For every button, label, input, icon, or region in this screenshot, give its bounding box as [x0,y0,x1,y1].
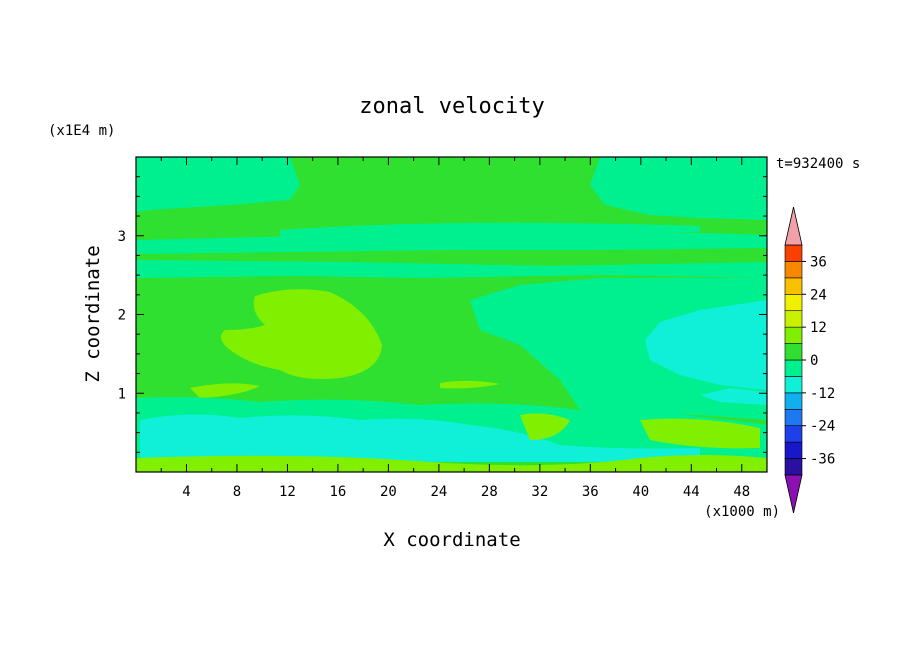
x-tick-label: 20 [380,484,397,500]
colorbar-segment [784,310,803,328]
near-surface-yellowgreen [136,455,767,472]
colorbar-label: 12 [810,320,827,336]
near-surface-cyan-core [140,414,700,462]
colorbar-segment [784,343,803,361]
colorbar-label: 24 [810,287,827,303]
colorbar-label: -24 [810,419,835,435]
x-tick-label: 12 [279,484,296,500]
colorbar-label: 0 [810,353,818,369]
colorbar-segment [784,359,803,377]
colorbar-label: 36 [810,254,827,270]
colorbar-segment [784,261,803,279]
colorbar-segment [784,458,803,476]
surface-yellowgreen-patch-2 [640,418,760,449]
x-tick-label: 36 [582,484,599,500]
lower-mid-band [136,260,767,278]
colorbar-label: -36 [810,452,835,468]
y-tick-label: 3 [118,229,126,245]
colorbar-segment [784,244,803,262]
colorbar-under-arrow [784,474,803,514]
colorbar-segment [784,425,803,443]
right-cyan-core [645,300,767,390]
colorbar-segment [784,392,803,410]
x-tick-label: 48 [733,484,750,500]
colorbar-segment [784,376,803,394]
x-tick-label: 44 [683,484,700,500]
surface-yellowgreen-patch [520,413,570,440]
x-unit-label: (x1000 m) [704,504,780,520]
colorbar: 36 24 12 0 -12 -24 -36 [784,206,835,514]
y-axis-label: Z coordinate [82,245,104,382]
x-tick-label: 24 [430,484,447,500]
x-tick-label: 4 [182,484,190,500]
x-tick-label: 32 [531,484,548,500]
x-axis-ticks: 4 8 12 16 20 24 28 32 36 40 44 48 [160,157,768,500]
y-axis-ticks: 1 2 3 [118,176,767,453]
time-label: t=932400 s [776,156,860,172]
y-tick-label: 1 [118,386,126,402]
x-axis-label: X coordinate [383,529,520,551]
x-tick-label: 40 [632,484,649,500]
x-tick-label: 28 [481,484,498,500]
top-right-region [590,157,767,220]
x-tick-label: 16 [329,484,346,500]
upper-light-band [136,230,767,254]
left-yellowgreen-strip [190,383,260,398]
colorbar-label: -12 [810,386,835,402]
colorbar-segment [784,293,803,312]
left-yellowgreen-blob [221,289,382,379]
colorbar-segment [784,326,803,344]
colorbar-segment [784,441,803,459]
y-tick-label: 2 [118,308,126,324]
colorbar-segment [784,277,803,295]
x-tick-label: 8 [233,484,241,500]
colorbar-segment [784,408,803,427]
top-left-region [136,157,300,212]
mid-yellowgreen-strip [440,380,500,389]
right-cyan-core-2 [700,388,767,405]
top-cyan-strip [280,222,700,238]
chart-title: zonal velocity [359,94,544,119]
colorbar-over-arrow [784,206,803,246]
contour-field [136,157,767,472]
y-unit-label: (x1E4 m) [48,123,115,139]
